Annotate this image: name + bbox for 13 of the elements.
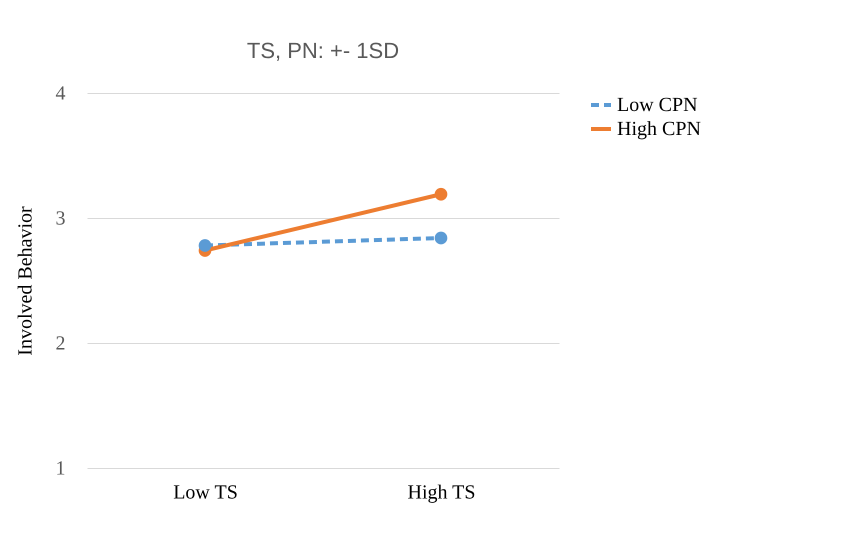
x-tick-label: High TS xyxy=(408,482,476,504)
point xyxy=(198,239,212,252)
y-tick-label: 2 xyxy=(56,332,66,354)
point xyxy=(434,232,448,244)
legend-label: High CPN xyxy=(617,118,701,140)
y-tick-label: 1 xyxy=(56,458,66,480)
x-tick-label: Low TS xyxy=(173,482,238,504)
legend-label: Low CPN xyxy=(617,94,698,116)
y-tick-label: 3 xyxy=(56,208,66,230)
y-tick-label: 4 xyxy=(56,82,66,104)
point xyxy=(434,188,448,201)
chart-title: TS, PN: +- 1SD xyxy=(246,38,400,63)
y-axis-title: Involved Behavior xyxy=(14,206,36,356)
